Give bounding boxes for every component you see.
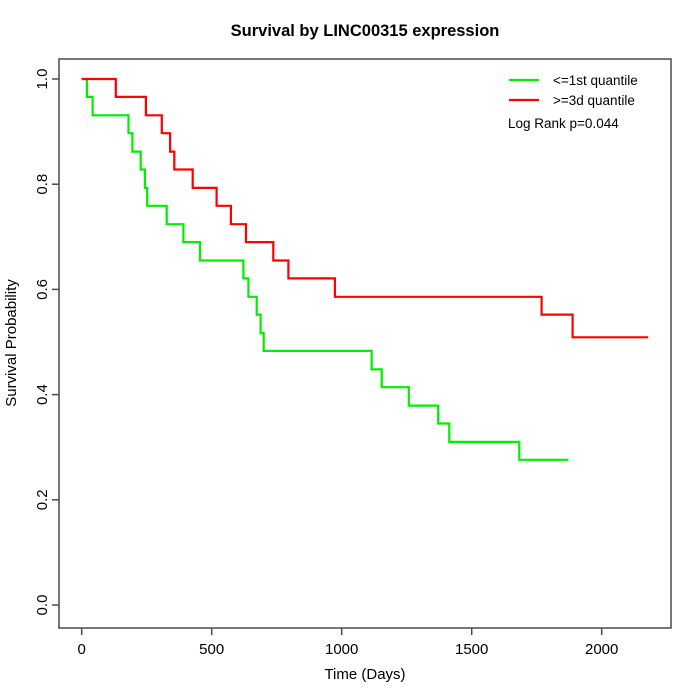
y-tick-label: 0.4 — [34, 384, 51, 405]
x-tick-label: 1500 — [455, 641, 488, 658]
km-curve-low-quantile — [81, 77, 569, 461]
x-tick-label: 2000 — [585, 641, 618, 658]
y-tick-label: 0.2 — [34, 489, 51, 510]
y-tick-label: 1.0 — [34, 69, 51, 90]
legend-label-low-quantile: <=1st quantile — [553, 73, 638, 88]
plot-title: Survival by LINC00315 expression — [231, 22, 500, 40]
y-tick-label: 0.8 — [34, 174, 51, 195]
x-axis-label: Time (Days) — [324, 666, 405, 683]
y-tick-label: 0.6 — [34, 279, 51, 300]
y-axis-label: Survival Probability — [3, 279, 20, 407]
x-tick-label: 1000 — [325, 641, 358, 658]
y-tick-label: 0.0 — [34, 595, 51, 616]
log-rank-annotation: Log Rank p=0.044 — [508, 116, 619, 131]
legend-label-high-quantile: >=3d quantile — [553, 93, 635, 108]
x-tick-label: 500 — [199, 641, 224, 658]
km-curve-high-quantile — [81, 77, 649, 339]
survival-curves — [81, 77, 649, 461]
legend: <=1st quantile >=3d quantile Log Rank p=… — [508, 73, 638, 131]
plot-frame — [58, 58, 672, 629]
x-axis: 0 500 1000 1500 2000 — [78, 628, 618, 658]
x-tick-label: 0 — [78, 641, 86, 658]
y-axis: 0.0 0.2 0.4 0.6 0.8 1.0 — [34, 69, 59, 616]
